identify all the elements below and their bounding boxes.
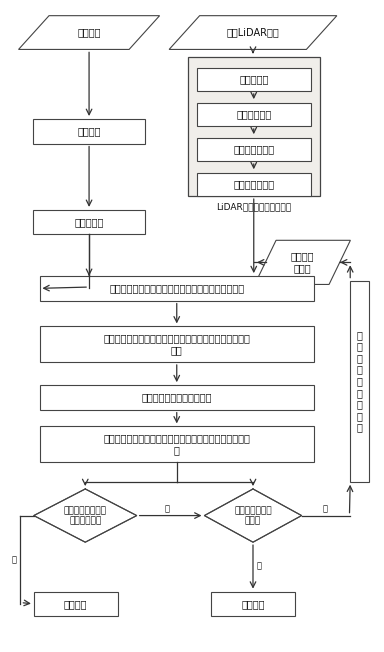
Bar: [197, 173, 311, 196]
Text: 提取道路矢量线: 提取道路矢量线: [233, 179, 274, 190]
Text: 航空影像: 航空影像: [77, 27, 101, 38]
Bar: [197, 102, 311, 126]
Text: 否: 否: [323, 505, 328, 514]
Bar: [34, 591, 118, 616]
Text: 原始LiDAR点云: 原始LiDAR点云: [227, 27, 280, 38]
Text: 更
新
影
像
外
方
位
元
素: 更 新 影 像 外 方 位 元 素: [357, 330, 362, 432]
Bar: [350, 280, 369, 482]
Text: 根据外方位参数初值，将道路矢量线反投影到影像上: 根据外方位参数初值，将道路矢量线反投影到影像上: [109, 284, 244, 293]
Bar: [197, 138, 311, 161]
Bar: [197, 68, 311, 91]
Polygon shape: [255, 241, 350, 284]
Polygon shape: [204, 489, 301, 542]
Polygon shape: [18, 16, 160, 50]
Text: LiDAR道路矢量线特征提取: LiDAR道路矢量线特征提取: [216, 202, 291, 211]
Polygon shape: [34, 489, 137, 542]
Text: 是: 是: [12, 556, 17, 564]
Text: 影像外方
位元素: 影像外方 位元素: [291, 252, 314, 273]
Text: 地形坡度滤波: 地形坡度滤波: [236, 110, 271, 119]
Text: 外方位元素改正数
是否小于限差: 外方位元素改正数 是否小于限差: [64, 506, 107, 526]
Text: 强度、面积约束: 强度、面积约束: [233, 144, 274, 155]
Text: 否: 否: [165, 505, 170, 514]
Bar: [40, 326, 314, 362]
Text: 迭代次数是否达
到限差: 迭代次数是否达 到限差: [234, 506, 272, 526]
Text: 同名线特征的首末端点作为控制点进行影像外方位元素解
算: 同名线特征的首末端点作为控制点进行影像外方位元素解 算: [103, 434, 250, 455]
Bar: [33, 210, 145, 235]
Text: 建立整体矩形函数，在影像上沿矢量线法线方向搜索道路
特征: 建立整体矩形函数，在影像上沿矢量线法线方向搜索道路 特征: [103, 333, 250, 355]
Bar: [188, 57, 320, 196]
Text: 阈值分割: 阈值分割: [77, 126, 101, 136]
Text: 配准失败: 配准失败: [241, 599, 265, 609]
Text: 得到影像上同名道路中心线: 得到影像上同名道路中心线: [141, 393, 212, 402]
Bar: [40, 276, 314, 301]
Bar: [40, 385, 314, 409]
Text: 配准成功: 配准成功: [64, 599, 88, 609]
Text: 是: 是: [257, 562, 262, 570]
Bar: [211, 591, 295, 616]
Text: 二值化影像: 二值化影像: [74, 217, 104, 227]
Bar: [33, 119, 145, 143]
Polygon shape: [169, 16, 337, 50]
Bar: [40, 426, 314, 462]
Text: 点云预处理: 点云预处理: [239, 74, 268, 84]
